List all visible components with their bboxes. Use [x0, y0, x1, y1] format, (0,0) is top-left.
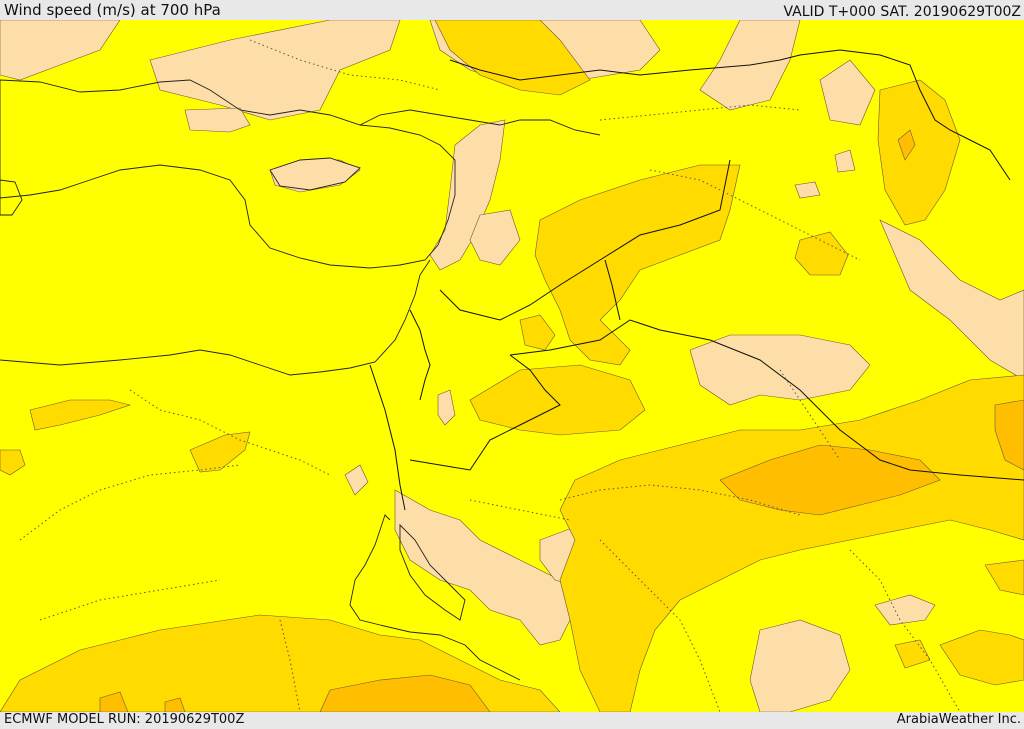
admin-boundaries — [19, 39, 961, 712]
red-sea-north — [399, 523, 466, 621]
cyprus-shore — [269, 157, 361, 191]
aegean-island — [0, 179, 23, 216]
sea-regions — [0, 79, 466, 621]
model-run: ECMWF MODEL RUN: 20190629T00Z — [4, 712, 245, 727]
band-top-regions — [99, 129, 1024, 712]
wind-speed-map — [0, 20, 1024, 712]
header-bar: Wind speed (m/s) at 700 hPa VALID T+000 … — [0, 0, 1024, 20]
credit: ArabiaWeather Inc. — [896, 712, 1021, 727]
mediterranean-sea — [0, 79, 456, 269]
map-title: Wind speed (m/s) at 700 hPa — [4, 1, 221, 19]
valid-time: VALID T+000 SAT. 20190629T00Z — [783, 4, 1021, 20]
national-borders — [369, 49, 1024, 511]
coastlines — [0, 109, 601, 681]
footer-bar: ECMWF MODEL RUN: 20190629T00Z ArabiaWeat… — [0, 712, 1024, 729]
